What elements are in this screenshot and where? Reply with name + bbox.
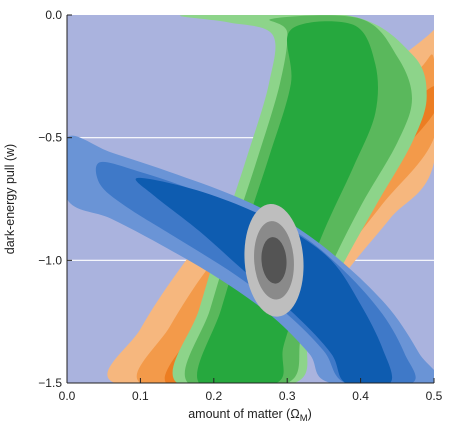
x-tick-label: 0.2 (205, 389, 222, 403)
x-axis-label: amount of matter (ΩM) (188, 407, 312, 424)
y-tick-label: 0.0 (45, 8, 62, 22)
x-tick-label: 0.5 (426, 389, 443, 403)
x-tick-label: 0.1 (132, 389, 149, 403)
y-tick-label: −1.5 (38, 376, 62, 390)
contour-layer (67, 15, 434, 383)
x-tick-label: 0.0 (59, 389, 76, 403)
x-tick-label: 0.3 (279, 389, 296, 403)
gray-contour-inner (261, 237, 287, 284)
y-axis-label: dark-energy pull (w) (3, 144, 17, 254)
y-tick-label: −0.5 (38, 131, 62, 145)
x-tick-label: 0.4 (352, 389, 369, 403)
ticks: 0.0 0.1 0.2 0.3 0.4 0.5 0.0 −0.5 −1.0 −1.5 (38, 8, 442, 403)
y-tick-label: −1.0 (38, 253, 62, 267)
